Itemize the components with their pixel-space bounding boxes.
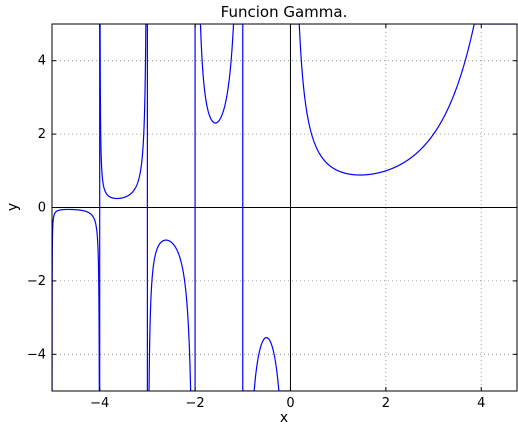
x-tick-label-2: 0	[286, 396, 294, 411]
y-tick-label-0: −4	[27, 347, 46, 362]
gamma-curve-segment-3	[195, 24, 243, 124]
y-tick-label-2: 0	[38, 201, 46, 216]
gamma-curve-segment-0	[52, 208, 100, 391]
y-axis-label: y	[5, 203, 21, 211]
x-tick-label-0: −4	[90, 396, 109, 411]
tick-layer: −4 −2 0 2 4 −4 −2 0 2 4	[27, 24, 517, 411]
x-tick-label-1: −2	[185, 396, 204, 411]
x-tick-label-3: 2	[382, 396, 390, 411]
x-axis-label: x	[280, 410, 288, 426]
gamma-curve-segment-2	[147, 239, 196, 391]
y-tick-label-4: 4	[38, 54, 46, 69]
gamma-curve-segment-5	[290, 24, 517, 176]
y-tick-label-3: 2	[38, 127, 46, 142]
reference-lines	[52, 24, 517, 391]
curve-layer	[52, 24, 517, 391]
y-tick-label-1: −2	[27, 274, 46, 289]
gamma-curve-segment-4	[242, 336, 291, 391]
chart-title: Funcion Gamma.	[221, 3, 348, 21]
gamma-curve-segment-1	[99, 24, 148, 200]
x-tick-label-4: 4	[477, 396, 485, 411]
